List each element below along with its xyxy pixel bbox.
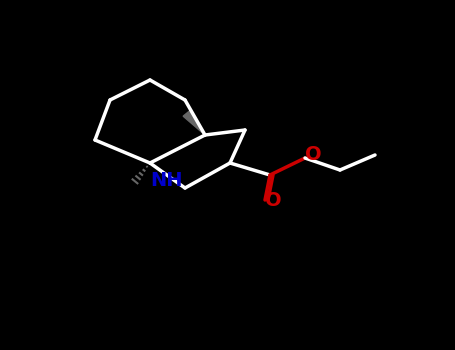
Polygon shape (183, 110, 205, 135)
Text: NH: NH (151, 170, 183, 189)
Text: O: O (305, 145, 321, 163)
Text: O: O (265, 190, 281, 210)
